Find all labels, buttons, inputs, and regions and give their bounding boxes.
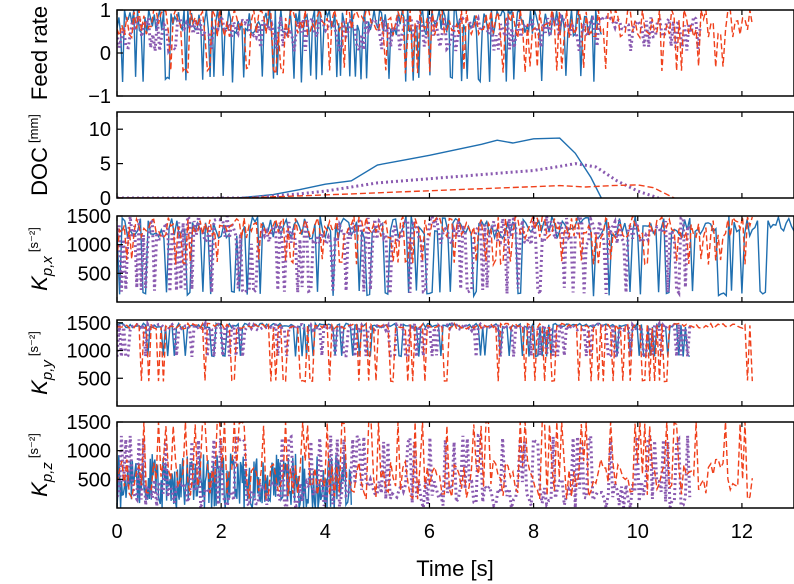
panel-kpx: 500 1000 1500 Kp,x[s⁻²] — [26, 206, 794, 303]
series-line-feed-1 — [117, 11, 702, 56]
series-line-doc-2 — [117, 184, 675, 198]
y-axis-label-feed: Feed rate — [27, 6, 52, 100]
panel-frame-kpx — [116, 215, 794, 303]
y-tick-label-kpx: 500 — [78, 263, 111, 285]
y-tick-label-doc: 0 — [100, 188, 111, 210]
y-axis-label-kpx: Kp,x[s⁻²] — [26, 227, 56, 291]
series-line-kpx-2 — [117, 216, 753, 268]
y-tick-label-feed: 1 — [100, 0, 111, 22]
y-axis-label-doc: DOC[mm] — [26, 114, 52, 196]
series-line-feed-2 — [117, 10, 753, 77]
series-line-doc-0 — [117, 137, 602, 198]
y-tick-label-kpx: 1000 — [67, 235, 112, 257]
x-tick-label: 0 — [111, 521, 122, 543]
panel-frame-kpy — [116, 319, 794, 407]
y-tick-label-feed: 0 — [100, 43, 111, 65]
y-tick-label-kpz: 1000 — [67, 441, 112, 463]
x-tick-label: 12 — [731, 521, 753, 543]
panel-kpz: 500 1000 1500 Kp,z[s⁻²] — [26, 412, 794, 509]
x-tick-label: 8 — [528, 521, 539, 543]
series-line-kpz-1 — [117, 433, 692, 508]
series-line-kpz-0 — [117, 453, 352, 508]
y-axis-label-kpy: Kp,y[s⁻²] — [26, 331, 56, 395]
y-tick-label-kpy: 1500 — [67, 313, 112, 335]
y-axis-label-kpz: Kp,z[s⁻²] — [26, 433, 56, 497]
y-tick-label-doc: 5 — [100, 154, 111, 176]
x-tick-label: 6 — [424, 521, 435, 543]
y-tick-label-kpz: 500 — [78, 469, 111, 491]
x-axis-label: Time [s] — [416, 556, 493, 581]
panels: −1 0 1 Feed rate 0 5 10 DOC[mm] 500 1000 1500 Kp,x[… — [26, 0, 794, 543]
panel-frame-kpz — [116, 421, 794, 509]
panel-feed: −1 0 1 Feed rate — [27, 0, 794, 108]
panel-doc: 0 5 10 DOC[mm] — [26, 111, 794, 210]
series-line-doc-1 — [117, 162, 660, 198]
x-tick-label: 10 — [627, 521, 649, 543]
y-tick-label-kpx: 1500 — [67, 206, 112, 228]
panel-kpy: 500 1000 1500 Kp,y[s⁻²] — [26, 313, 794, 407]
x-tick-label: 2 — [216, 521, 227, 543]
y-tick-label-doc: 10 — [89, 119, 111, 141]
panel-frame-doc — [116, 111, 794, 199]
y-tick-label-feed: −1 — [88, 86, 111, 108]
y-tick-label-kpy: 1000 — [67, 341, 112, 363]
x-tick-label: 4 — [320, 521, 331, 543]
y-tick-label-kpy: 500 — [78, 368, 111, 390]
y-tick-label-kpz: 1500 — [67, 412, 112, 434]
series-line-kpy-2 — [117, 321, 753, 383]
series-line-kpy-1 — [117, 320, 692, 360]
